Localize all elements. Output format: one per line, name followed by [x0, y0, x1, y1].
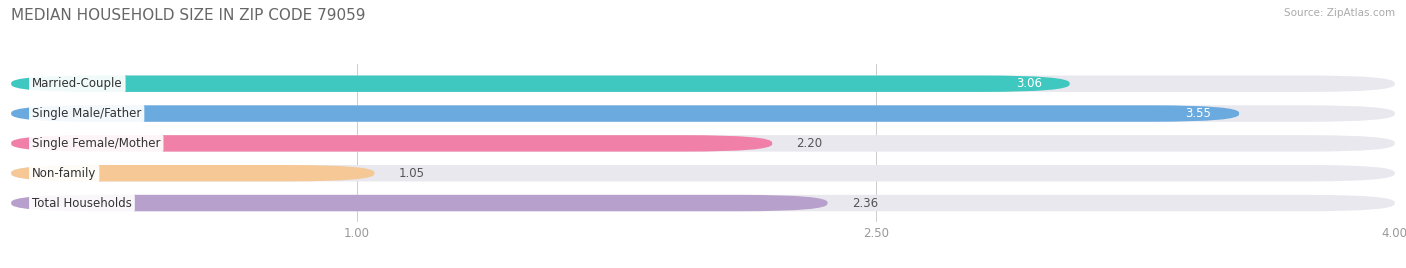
FancyBboxPatch shape — [11, 195, 1395, 211]
Text: Married-Couple: Married-Couple — [32, 77, 122, 90]
FancyBboxPatch shape — [11, 195, 828, 211]
Text: Single Male/Father: Single Male/Father — [32, 107, 142, 120]
Text: 2.20: 2.20 — [796, 137, 823, 150]
FancyBboxPatch shape — [11, 165, 374, 181]
FancyBboxPatch shape — [11, 165, 1395, 181]
FancyBboxPatch shape — [11, 76, 1070, 92]
FancyBboxPatch shape — [11, 105, 1239, 122]
Text: Non-family: Non-family — [32, 167, 97, 180]
FancyBboxPatch shape — [11, 135, 1395, 152]
Text: Source: ZipAtlas.com: Source: ZipAtlas.com — [1284, 8, 1395, 18]
Text: Single Female/Mother: Single Female/Mother — [32, 137, 160, 150]
Text: MEDIAN HOUSEHOLD SIZE IN ZIP CODE 79059: MEDIAN HOUSEHOLD SIZE IN ZIP CODE 79059 — [11, 8, 366, 23]
Text: 2.36: 2.36 — [852, 196, 877, 210]
Text: 1.05: 1.05 — [399, 167, 425, 180]
FancyBboxPatch shape — [11, 76, 1395, 92]
FancyBboxPatch shape — [11, 135, 772, 152]
Text: Total Households: Total Households — [32, 196, 132, 210]
FancyBboxPatch shape — [11, 105, 1395, 122]
Text: 3.06: 3.06 — [1017, 77, 1042, 90]
Text: 3.55: 3.55 — [1185, 107, 1212, 120]
